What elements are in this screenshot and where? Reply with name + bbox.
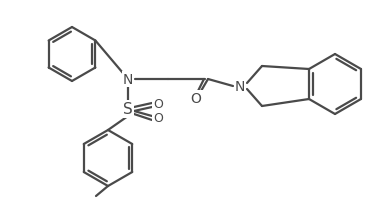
Text: O: O bbox=[190, 91, 202, 105]
Text: O: O bbox=[153, 97, 163, 110]
Text: N: N bbox=[123, 73, 133, 87]
Text: S: S bbox=[123, 102, 133, 117]
Text: N: N bbox=[235, 80, 245, 94]
Text: O: O bbox=[153, 112, 163, 125]
